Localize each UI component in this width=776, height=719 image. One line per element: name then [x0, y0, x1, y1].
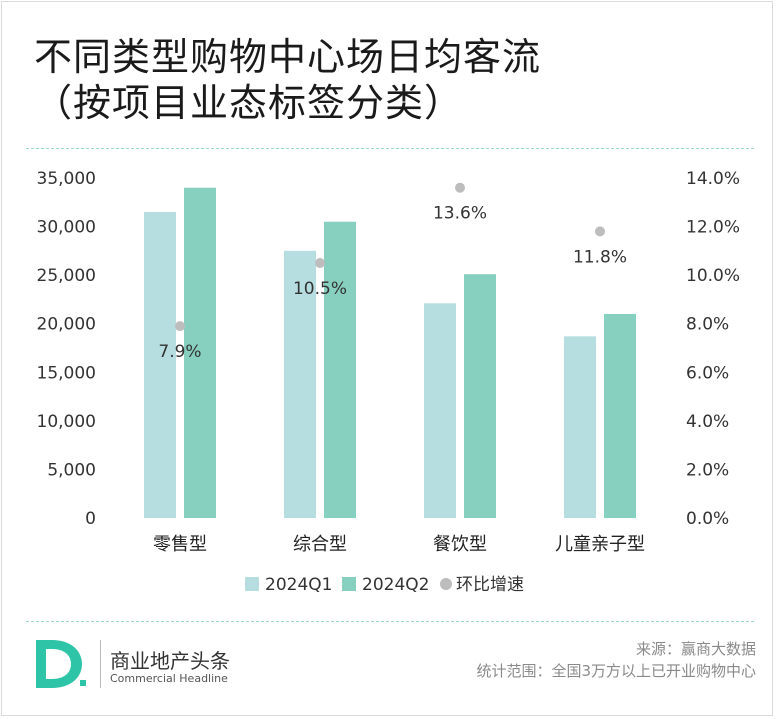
top-divider	[26, 148, 754, 149]
growth-data-label: 7.9%	[158, 342, 201, 362]
y2-tick-label: 0.0%	[686, 509, 729, 529]
bar-2024q2	[324, 221, 356, 518]
chart-title-line-2: （按项目业态标签分类）	[34, 81, 464, 125]
brand-name-en: Commercial Headline	[110, 672, 228, 685]
y-tick-label: 10,000	[37, 412, 96, 432]
legend-swatch-2024q1	[245, 577, 259, 591]
x-tick-label: 儿童亲子型	[555, 534, 645, 555]
growth-data-label: 10.5%	[293, 279, 347, 299]
bar-2024q2	[604, 314, 636, 518]
x-tick-label: 零售型	[153, 534, 207, 555]
bottom-divider	[26, 621, 754, 622]
y2-tick-label: 4.0%	[686, 412, 729, 432]
growth-point	[315, 258, 325, 268]
legend-label-growth: 环比增速	[456, 575, 524, 595]
chart-title: 不同类型购物中心场日均客流 （按项目业态标签分类）	[34, 34, 754, 126]
brand-separator	[100, 640, 101, 688]
brand-name-cn: 商业地产头条	[110, 649, 230, 673]
bar-2024q2	[184, 187, 216, 518]
growth-point	[175, 321, 185, 332]
y-tick-label: 20,000	[37, 315, 96, 335]
y-tick-label: 25,000	[37, 266, 96, 286]
chart-title-line-1: 不同类型购物中心场日均客流	[34, 35, 542, 79]
x-tick-label: 餐饮型	[433, 534, 487, 555]
growth-data-label: 13.6%	[433, 204, 487, 224]
y-tick-label: 15,000	[37, 363, 96, 383]
y-tick-label: 35,000	[37, 169, 96, 189]
growth-point	[595, 226, 605, 237]
y-tick-label: 30,000	[37, 218, 96, 238]
growth-point	[455, 182, 465, 193]
legend-swatch-2024q2	[342, 577, 356, 591]
bar-2024q1	[564, 336, 596, 518]
growth-data-label: 11.8%	[573, 247, 627, 267]
legend-label-2024q2: 2024Q2	[362, 575, 429, 595]
bar-2024q2	[464, 274, 496, 518]
data-source: 来源：赢商大数据	[635, 640, 756, 658]
y2-tick-label: 2.0%	[686, 460, 729, 480]
y2-tick-label: 14.0%	[686, 169, 740, 189]
bar-2024q1	[424, 303, 456, 518]
y2-tick-label: 12.0%	[686, 218, 740, 238]
brand-logo-icon	[36, 640, 86, 688]
bar-2024q1	[144, 212, 176, 518]
y-tick-label: 5,000	[47, 460, 96, 480]
data-scope: 统计范围：全国3万方以上已开业购物中心	[476, 662, 756, 680]
y2-tick-label: 8.0%	[686, 315, 729, 335]
y-tick-label: 0	[85, 509, 96, 529]
x-tick-label: 综合型	[293, 534, 347, 555]
legend-swatch-growth	[440, 578, 452, 590]
y2-tick-label: 10.0%	[686, 266, 740, 286]
bar-2024q1	[284, 250, 316, 518]
y2-tick-label: 6.0%	[686, 363, 729, 383]
legend-label-2024q1: 2024Q1	[265, 575, 332, 595]
